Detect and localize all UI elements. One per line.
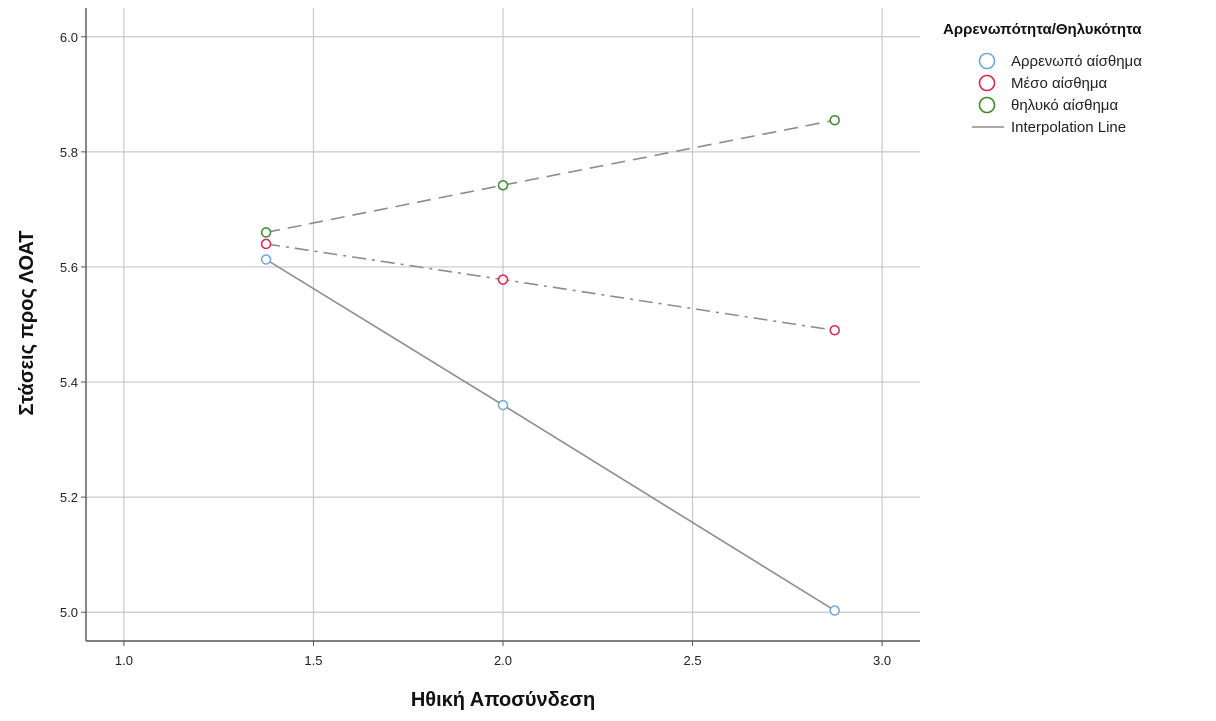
legend-label: Αρρενωπό αίσθημα [1011,53,1142,70]
x-tick-label: 1.0 [115,653,133,668]
legend-label: θηλυκό αίσθημα [1011,97,1118,114]
legend-label: Μέσο αίσθημα [1011,75,1108,92]
data-point [260,227,272,238]
series-line [265,243,835,332]
tick-labels: 1.0 1.5 2.0 2.5 3.0 5.0 5.2 5.4 5.6 5.8 6.0 [60,30,891,668]
data-point [260,254,272,265]
legend-title: Αρρενωπότητα/Θηλυκότητα [943,21,1142,38]
data-point [829,114,840,126]
legend-items: Αρρενωπό αίσθημα Μέσο αίσθημα θηλυκό αίσθη… [972,52,1142,136]
legend-marker-icon [978,96,996,114]
data-point [260,238,272,250]
legend: Αρρενωπότητα/Θηλυκότητα Αρρενωπό αίσθημα… [943,21,1142,136]
y-tick-label: 6.0 [60,30,78,45]
x-tick-label: 2.0 [494,653,512,668]
x-tick-label: 2.5 [684,653,702,668]
axes [81,8,920,646]
y-tick-label: 5.0 [60,605,78,620]
x-tick-label: 1.5 [304,653,322,668]
legend-marker-icon [978,52,996,70]
y-tick-label: 5.8 [60,145,78,160]
y-tick-label: 5.6 [60,260,78,275]
legend-interpolation-label: Interpolation Line [1011,119,1126,136]
y-axis-title: Στάσεις προς ΛΟΑΤ [16,231,38,416]
series-line [265,119,835,234]
y-tick-label: 5.2 [60,490,78,505]
y-tick-label: 5.4 [60,375,78,390]
x-tick-label: 3.0 [873,653,891,668]
data-point [497,179,509,191]
data-point [497,274,509,285]
series [260,114,840,616]
data-point [829,325,840,336]
series-line [265,258,836,612]
legend-marker-icon [978,74,996,92]
data-point [829,605,840,616]
data-point [497,399,509,411]
grid-lines [86,8,920,641]
x-axis-title: Ηθική Αποσύνδεση [411,689,595,711]
